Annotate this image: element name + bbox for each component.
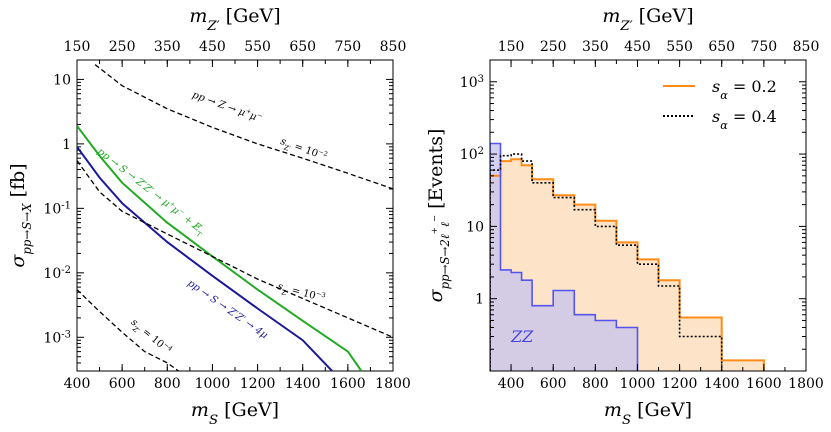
left-xtick-label: 600 [109, 376, 136, 392]
black-dotted-histogram [490, 153, 723, 371]
left-top-tick-label: 650 [289, 39, 316, 55]
annotation-sz-1e-4: sZ′ = 10−4 [127, 315, 175, 359]
left-xtick-label: 800 [154, 376, 181, 392]
right-top-tick-label: 450 [624, 39, 651, 55]
legend-label-0: sα = 0.2 [712, 77, 777, 102]
right-ytick-label: 102 [460, 146, 484, 164]
left-xlabel: mS [GeV] [191, 399, 279, 428]
left-xtick-label: 400 [64, 376, 91, 392]
left-xtick-label: 1800 [375, 376, 411, 392]
annotation-sz-1e-3: sZ′ = 10−3 [275, 279, 326, 307]
right-xtick-label: 1200 [662, 376, 698, 392]
left-chart: 400 150 600 250 800 350 1000 450 1200 550 1400 650 1… [7, 5, 411, 428]
left-top-tick-label: 450 [199, 39, 226, 55]
right-xtick-label: 1000 [620, 376, 656, 392]
right-xtick-label: 400 [498, 376, 525, 392]
right-top-tick-label: 850 [793, 39, 820, 55]
right-xtick-label: 1400 [704, 376, 740, 392]
right-xtick-label: 800 [582, 376, 609, 392]
left-ytick-label: 10-2 [43, 264, 71, 282]
right-chart: 400 150 600 250 800 350 1000 450 1200 550 1400 650 1… [425, 5, 824, 428]
right-frame [489, 59, 807, 372]
left-top-tick-label: 750 [334, 39, 361, 55]
left-top-tick-label: 850 [380, 39, 407, 55]
right-top-tick-label: 150 [498, 39, 525, 55]
dashed-line-1e-4 [77, 289, 179, 371]
dashed-line-1e-2 [94, 64, 393, 190]
left-xtick-label: 1600 [330, 376, 366, 392]
right-xtick-label: 1600 [746, 376, 782, 392]
right-top-tick-label: 250 [540, 39, 567, 55]
left-ytick-label: 10-3 [43, 329, 71, 347]
zz-histogram [490, 142, 639, 371]
left-top-xlabel: mZ′ [GeV] [189, 5, 280, 34]
zz-fill [490, 143, 638, 371]
annotation-sz-1e-2: sZ′ = 10−2 [278, 134, 329, 166]
left-ytick-label: 1 [62, 137, 71, 153]
left-ytick-label: 10-1 [43, 200, 71, 218]
left-xtick-label: 1200 [240, 376, 276, 392]
blue-line [77, 146, 333, 371]
right-top-xlabel: mZ′ [GeV] [602, 5, 693, 34]
right-ytick-label: 1 [475, 292, 484, 308]
right-ylabel: σpp→S→2ℓ+ℓ− [Events] [425, 129, 452, 303]
left-top-tick-label: 550 [244, 39, 271, 55]
right-xtick-label: 1800 [788, 376, 824, 392]
right-top-tick-label: 350 [582, 39, 609, 55]
right-xlabel: mS [GeV] [604, 399, 692, 428]
right-plot-area [490, 142, 765, 371]
left-ytick-label: 10 [53, 72, 71, 88]
left-top-tick-label: 350 [154, 39, 181, 55]
right-xtick-label: 600 [540, 376, 567, 392]
left-top-tick-label: 250 [109, 39, 136, 55]
annotation-z-mumu: pp → Z → μ+μ− [191, 88, 264, 125]
right-top-tick-label: 750 [750, 39, 777, 55]
left-ylabel: σpp→S→X [fb] [7, 163, 34, 267]
left-xtick-label: 1000 [195, 376, 231, 392]
orange-histogram [490, 158, 765, 371]
left-xtick-label: 1400 [285, 376, 321, 392]
right-ytick-label: 103 [460, 73, 484, 91]
left-plot-area [77, 64, 393, 371]
right-top-tick-label: 650 [708, 39, 735, 55]
right-ytick-label: 10 [466, 219, 484, 235]
zz-label: ZZ [510, 327, 534, 346]
legend-label-1: sα = 0.4 [712, 107, 777, 132]
dashed-line-1e-3 [77, 160, 393, 338]
left-top-tick-label: 150 [64, 39, 91, 55]
right-top-tick-label: 550 [666, 39, 693, 55]
